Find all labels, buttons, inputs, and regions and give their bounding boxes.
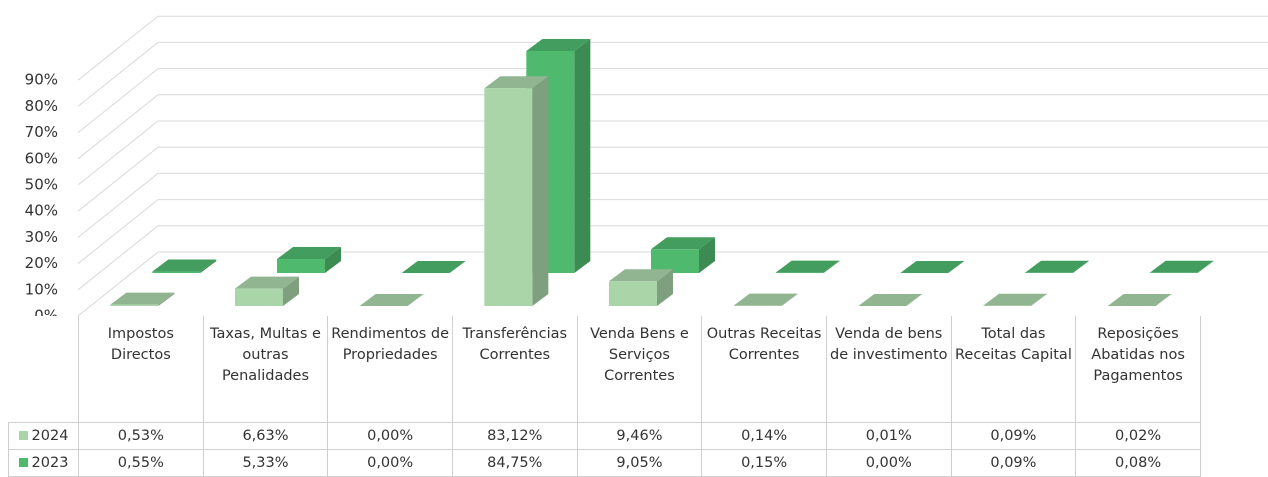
y-tick-label: 80%: [25, 97, 58, 115]
legend-label: 2024: [32, 428, 69, 444]
grid-line: [78, 42, 1268, 106]
bar-top: [734, 294, 798, 306]
x-tick-label: Impostos Directos: [79, 316, 204, 423]
grid-line: [78, 147, 1268, 211]
bar: [152, 272, 200, 273]
bar-top: [776, 261, 840, 273]
bar-top: [360, 294, 424, 306]
value-label: 9,05%: [577, 450, 702, 477]
value-label: 0,02%: [1076, 423, 1201, 450]
corner: [9, 316, 79, 423]
bar: [110, 305, 158, 306]
bar: [609, 281, 657, 306]
y-tick-label: 0%: [34, 307, 58, 317]
y-tick-label: 40%: [25, 202, 58, 220]
bar: [235, 289, 283, 306]
value-label: 0,15%: [702, 450, 827, 477]
x-tick-label: Venda de bens de investimento: [826, 316, 951, 423]
x-tick-label: Total das Receitas Capital: [951, 316, 1076, 423]
value-label: 0,00%: [328, 450, 453, 477]
x-tick-label: Reposições Abatidas nos Pagamentos: [1076, 316, 1201, 423]
bar-top: [110, 293, 174, 305]
bar-top: [983, 294, 1047, 306]
bar-top: [152, 260, 216, 272]
bar-top: [1108, 294, 1172, 306]
value-label: 0,01%: [826, 423, 951, 450]
value-label: 6,63%: [203, 423, 328, 450]
bar-top: [858, 294, 922, 306]
value-label: 5,33%: [203, 450, 328, 477]
y-tick-label: 20%: [25, 254, 58, 272]
grid-line: [78, 95, 1268, 159]
grid-line: [78, 121, 1268, 185]
grid-line: [78, 16, 1268, 80]
x-tick-label: Transferências Correntes: [452, 316, 577, 423]
value-label: 83,12%: [452, 423, 577, 450]
grid-line: [78, 173, 1268, 237]
value-label: 0,09%: [951, 423, 1076, 450]
value-label: 0,14%: [702, 423, 827, 450]
legend-entry: 2023: [9, 450, 79, 477]
bar-side: [532, 76, 548, 306]
bar-side: [574, 39, 590, 273]
chart: 0% 10% 20% 30% 40% 50% 60% 70% 80% 90%: [0, 0, 1268, 316]
y-tick-label: 50%: [25, 176, 58, 194]
value-label: 0,00%: [826, 450, 951, 477]
grid-line: [78, 69, 1268, 133]
bar-top: [1025, 261, 1089, 273]
bar: [277, 259, 325, 273]
y-tick-label: 60%: [25, 149, 58, 167]
legend-label: 2023: [32, 455, 69, 471]
bar: [484, 88, 532, 306]
legend-swatch: [19, 458, 28, 467]
y-tick-label: 30%: [25, 228, 58, 246]
x-tick-label: Taxas, Multas e outras Penalidades: [203, 316, 328, 423]
value-label: 0,09%: [951, 450, 1076, 477]
y-tick-label: 70%: [25, 123, 58, 141]
legend-entry: 2024: [9, 423, 79, 450]
bar-top: [1150, 261, 1214, 273]
bar-top: [900, 261, 964, 273]
legend-swatch: [19, 431, 28, 440]
x-tick-label: Rendimentos de Propriedades: [328, 316, 453, 423]
x-tick-label: Venda Bens e Serviços Correntes: [577, 316, 702, 423]
value-label: 0,08%: [1076, 450, 1201, 477]
bar-top: [402, 261, 466, 273]
y-tick-label: 90%: [25, 71, 58, 89]
value-label: 0,55%: [79, 450, 204, 477]
x-tick-label: Outras Receitas Correntes: [702, 316, 827, 423]
value-label: 0,53%: [79, 423, 204, 450]
value-label: 9,46%: [577, 423, 702, 450]
value-label: 0,00%: [328, 423, 453, 450]
value-label: 84,75%: [452, 450, 577, 477]
y-tick-label: 10%: [25, 280, 58, 298]
